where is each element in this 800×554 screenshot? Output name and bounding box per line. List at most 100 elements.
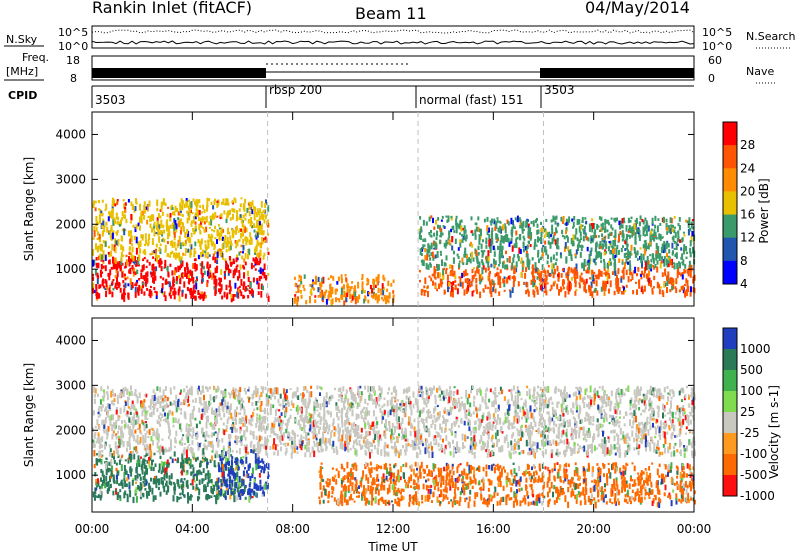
heatmap-cell	[260, 443, 263, 447]
heatmap-cell	[222, 253, 224, 260]
heatmap-cell	[133, 392, 136, 396]
heatmap-cell	[178, 265, 181, 271]
heatmap-cell	[665, 242, 668, 249]
heatmap-cell	[363, 290, 366, 294]
heatmap-cell	[127, 457, 130, 464]
heatmap-cell	[267, 272, 270, 276]
heatmap-cell	[203, 484, 206, 490]
heatmap-cell	[433, 247, 436, 250]
heatmap-cell	[681, 274, 684, 280]
heatmap-cell	[551, 401, 554, 405]
heatmap-cell	[444, 419, 447, 423]
heatmap-cell	[649, 236, 652, 241]
heatmap-cell	[148, 233, 151, 240]
heatmap-cell	[259, 444, 262, 447]
heatmap-cell	[526, 244, 529, 250]
heatmap-cell	[625, 258, 628, 264]
heatmap-cell	[168, 462, 171, 466]
heatmap-cell	[456, 222, 459, 228]
heatmap-cell	[214, 198, 217, 202]
heatmap-cell	[174, 267, 177, 271]
heatmap-cell	[111, 433, 114, 440]
heatmap-cell	[631, 412, 634, 419]
heatmap-cell	[161, 283, 164, 290]
heatmap-cell	[526, 288, 529, 293]
heatmap-cell	[236, 487, 239, 493]
heatmap-cell	[128, 454, 131, 461]
heatmap-cell	[540, 430, 543, 435]
heatmap-cell	[134, 475, 137, 481]
heatmap-cell	[506, 219, 509, 224]
heatmap-cell	[493, 218, 496, 221]
heatmap-cell	[410, 409, 413, 416]
nave-tick-low: 0	[708, 72, 715, 85]
heatmap-cell	[132, 271, 135, 274]
heatmap-cell	[242, 203, 245, 210]
heatmap-cell	[255, 448, 258, 452]
heatmap-cell	[525, 266, 528, 271]
heatmap-cell	[423, 289, 426, 297]
heatmap-cell	[577, 443, 579, 447]
heatmap-cell	[569, 249, 572, 254]
heatmap-cell	[262, 271, 265, 276]
heatmap-cell	[239, 494, 242, 500]
heatmap-cell	[539, 418, 541, 425]
heatmap-cell	[610, 217, 613, 220]
heatmap-cell	[669, 289, 672, 293]
heatmap-cell	[327, 295, 330, 299]
heatmap-cell	[111, 232, 114, 240]
heatmap-cell	[680, 286, 683, 290]
heatmap-cell	[604, 287, 607, 292]
heatmap-cell	[679, 262, 681, 269]
heatmap-cell	[116, 474, 118, 480]
heatmap-cell	[143, 420, 146, 423]
heatmap-cell	[243, 258, 246, 263]
heatmap-cell	[518, 391, 521, 396]
heatmap-cell	[575, 435, 577, 439]
heatmap-cell	[104, 208, 107, 212]
heatmap-cell	[405, 396, 408, 400]
heatmap-cell	[235, 266, 238, 273]
heatmap-cell	[457, 283, 460, 287]
heatmap-cell	[250, 202, 252, 207]
heatmap-cell	[449, 270, 452, 273]
heatmap-cell	[241, 221, 244, 228]
heatmap-cell	[145, 490, 148, 497]
heatmap-cell	[190, 222, 193, 227]
heatmap-cell	[92, 249, 95, 256]
heatmap-cell	[143, 482, 146, 487]
colorbar-tick-label: 20	[740, 184, 755, 198]
heatmap-cell	[572, 240, 575, 244]
heatmap-cell	[424, 418, 427, 422]
heatmap-cell	[222, 475, 225, 481]
heatmap-cell	[330, 275, 332, 279]
heatmap-cell	[536, 276, 539, 280]
heatmap-cell	[442, 275, 445, 281]
heatmap-cell	[203, 209, 206, 212]
heatmap-cell	[582, 279, 585, 285]
heatmap-cell	[126, 414, 129, 418]
colorbar-frame	[722, 121, 738, 285]
heatmap-cell	[180, 462, 183, 465]
heatmap-cell	[115, 231, 118, 234]
heatmap-cell	[621, 285, 624, 289]
heatmap-cell	[191, 271, 193, 278]
heatmap-cell	[669, 217, 672, 223]
heatmap-cell	[236, 394, 239, 402]
heatmap-cell	[124, 209, 127, 214]
heatmap-cell	[189, 278, 192, 282]
heatmap-cell	[239, 203, 242, 208]
heatmap-cell	[286, 403, 289, 406]
heatmap-cell	[225, 249, 228, 253]
heatmap-cell	[465, 287, 468, 294]
heatmap-cell	[425, 416, 428, 424]
heatmap-cell	[589, 251, 592, 255]
heatmap-cell	[181, 457, 184, 465]
heatmap-cell	[563, 408, 566, 411]
freq-panel: Freq. [MHz] 18 8 60 0 Nave	[4, 51, 776, 85]
heatmap-cell	[185, 200, 188, 204]
heatmap-cell	[450, 430, 453, 436]
heatmap-cell	[227, 466, 230, 471]
heatmap-cell	[185, 250, 188, 253]
heatmap-cell	[607, 267, 610, 273]
